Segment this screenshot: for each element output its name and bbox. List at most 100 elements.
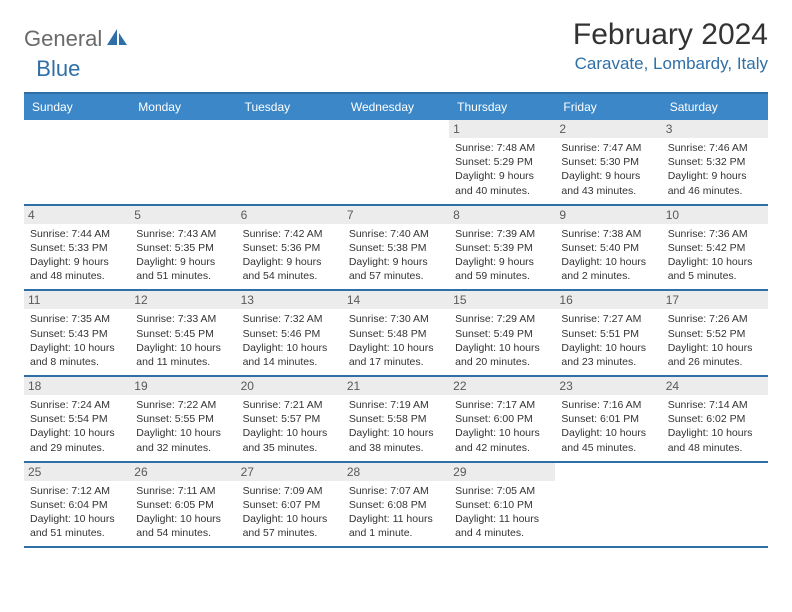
sail-icon	[106, 28, 128, 51]
day-number: 21	[343, 377, 449, 395]
day-number: 29	[449, 463, 555, 481]
day-cell: 24 Sunrise: 7:14 AMSunset: 6:02 PMDayligh…	[662, 377, 768, 461]
day-cell: 22 Sunrise: 7:17 AMSunset: 6:00 PMDayligh…	[449, 377, 555, 461]
day-cell: 8 Sunrise: 7:39 AMSunset: 5:39 PMDaylight…	[449, 206, 555, 290]
day-cell: 25 Sunrise: 7:12 AMSunset: 6:04 PMDayligh…	[24, 463, 130, 547]
day-number: 9	[555, 206, 661, 224]
day-number: 22	[449, 377, 555, 395]
day-number: 25	[24, 463, 130, 481]
day-number: 18	[24, 377, 130, 395]
title-block: February 2024 Caravate, Lombardy, Italy	[573, 18, 768, 74]
week-row: 1Sunrise: 7:48 AMSunset: 5:29 PMDaylight…	[24, 120, 768, 206]
day-info: Sunrise: 7:21 AMSunset: 5:57 PMDaylight:…	[243, 398, 337, 455]
logo-text-2: Blue	[36, 56, 80, 82]
day-cell: 4Sunrise: 7:44 AMSunset: 5:33 PMDaylight…	[24, 206, 130, 290]
day-number: 23	[555, 377, 661, 395]
day-cell: 14 Sunrise: 7:30 AMSunset: 5:48 PMDayligh…	[343, 291, 449, 375]
day-info: Sunrise: 7:19 AMSunset: 5:58 PMDaylight:…	[349, 398, 443, 455]
dayname-monday: Monday	[130, 94, 236, 120]
empty-cell	[130, 120, 236, 204]
dayname-wednesday: Wednesday	[343, 94, 449, 120]
day-info: Sunrise: 7:14 AMSunset: 6:02 PMDaylight:…	[668, 398, 762, 455]
day-cell: 17Sunrise: 7:26 AMSunset: 5:52 PMDayligh…	[662, 291, 768, 375]
day-info: Sunrise: 7:30 AMSunset: 5:48 PMDaylight:…	[349, 312, 443, 369]
day-info: Sunrise: 7:12 AMSunset: 6:04 PMDaylight:…	[30, 484, 124, 541]
day-info: Sunrise: 7:09 AMSunset: 6:07 PMDaylight:…	[243, 484, 337, 541]
day-cell: 29 Sunrise: 7:05 AMSunset: 6:10 PMDayligh…	[449, 463, 555, 547]
day-cell: 1Sunrise: 7:48 AMSunset: 5:29 PMDaylight…	[449, 120, 555, 204]
day-info: Sunrise: 7:27 AMSunset: 5:51 PMDaylight:…	[561, 312, 655, 369]
empty-cell	[662, 463, 768, 547]
day-info: Sunrise: 7:35 AMSunset: 5:43 PMDaylight:…	[30, 312, 124, 369]
day-number: 13	[237, 291, 343, 309]
day-number: 12	[130, 291, 236, 309]
day-cell: 2 Sunrise: 7:47 AMSunset: 5:30 PMDaylight…	[555, 120, 661, 204]
day-info: Sunrise: 7:39 AMSunset: 5:39 PMDaylight:…	[455, 227, 549, 284]
week-row: 25 Sunrise: 7:12 AMSunset: 6:04 PMDayligh…	[24, 463, 768, 549]
day-cell: 20 Sunrise: 7:21 AMSunset: 5:57 PMDayligh…	[237, 377, 343, 461]
empty-cell	[555, 463, 661, 547]
day-number: 10	[662, 206, 768, 224]
day-number: 14	[343, 291, 449, 309]
day-number: 6	[237, 206, 343, 224]
day-info: Sunrise: 7:17 AMSunset: 6:00 PMDaylight:…	[455, 398, 549, 455]
day-info: Sunrise: 7:11 AMSunset: 6:05 PMDaylight:…	[136, 484, 230, 541]
day-info: Sunrise: 7:48 AMSunset: 5:29 PMDaylight:…	[455, 141, 549, 198]
dayname-thursday: Thursday	[449, 94, 555, 120]
month-title: February 2024	[573, 18, 768, 52]
day-number: 26	[130, 463, 236, 481]
day-info: Sunrise: 7:32 AMSunset: 5:46 PMDaylight:…	[243, 312, 337, 369]
empty-cell	[343, 120, 449, 204]
day-info: Sunrise: 7:22 AMSunset: 5:55 PMDaylight:…	[136, 398, 230, 455]
empty-cell	[24, 120, 130, 204]
day-info: Sunrise: 7:05 AMSunset: 6:10 PMDaylight:…	[455, 484, 549, 541]
day-info: Sunrise: 7:47 AMSunset: 5:30 PMDaylight:…	[561, 141, 655, 198]
dayname-sunday: Sunday	[24, 94, 130, 120]
day-number: 20	[237, 377, 343, 395]
day-cell: 9 Sunrise: 7:38 AMSunset: 5:40 PMDaylight…	[555, 206, 661, 290]
day-cell: 3 Sunrise: 7:46 AMSunset: 5:32 PMDaylight…	[662, 120, 768, 204]
empty-cell	[237, 120, 343, 204]
day-number: 24	[662, 377, 768, 395]
day-cell: 28 Sunrise: 7:07 AMSunset: 6:08 PMDayligh…	[343, 463, 449, 547]
day-cell: 27 Sunrise: 7:09 AMSunset: 6:07 PMDayligh…	[237, 463, 343, 547]
calendar-body: 1Sunrise: 7:48 AMSunset: 5:29 PMDaylight…	[24, 120, 768, 548]
day-number: 5	[130, 206, 236, 224]
day-info: Sunrise: 7:07 AMSunset: 6:08 PMDaylight:…	[349, 484, 443, 541]
day-number: 17	[662, 291, 768, 309]
day-info: Sunrise: 7:33 AMSunset: 5:45 PMDaylight:…	[136, 312, 230, 369]
day-number: 7	[343, 206, 449, 224]
day-number: 28	[343, 463, 449, 481]
day-cell: 7Sunrise: 7:40 AMSunset: 5:38 PMDaylight…	[343, 206, 449, 290]
logo: General	[24, 18, 130, 52]
day-number: 8	[449, 206, 555, 224]
day-number: 16	[555, 291, 661, 309]
day-cell: 5 Sunrise: 7:43 AMSunset: 5:35 PMDaylight…	[130, 206, 236, 290]
calendar-header-row: SundayMondayTuesdayWednesdayThursdayFrid…	[24, 94, 768, 120]
day-info: Sunrise: 7:43 AMSunset: 5:35 PMDaylight:…	[136, 227, 230, 284]
day-cell: 12 Sunrise: 7:33 AMSunset: 5:45 PMDayligh…	[130, 291, 236, 375]
day-number: 15	[449, 291, 555, 309]
week-row: 18Sunrise: 7:24 AMSunset: 5:54 PMDayligh…	[24, 377, 768, 463]
dayname-saturday: Saturday	[662, 94, 768, 120]
day-number: 19	[130, 377, 236, 395]
day-cell: 6Sunrise: 7:42 AMSunset: 5:36 PMDaylight…	[237, 206, 343, 290]
day-info: Sunrise: 7:16 AMSunset: 6:01 PMDaylight:…	[561, 398, 655, 455]
day-info: Sunrise: 7:38 AMSunset: 5:40 PMDaylight:…	[561, 227, 655, 284]
day-cell: 11 Sunrise: 7:35 AMSunset: 5:43 PMDayligh…	[24, 291, 130, 375]
day-cell: 13 Sunrise: 7:32 AMSunset: 5:46 PMDayligh…	[237, 291, 343, 375]
day-cell: 10Sunrise: 7:36 AMSunset: 5:42 PMDayligh…	[662, 206, 768, 290]
day-cell: 26 Sunrise: 7:11 AMSunset: 6:05 PMDayligh…	[130, 463, 236, 547]
day-info: Sunrise: 7:46 AMSunset: 5:32 PMDaylight:…	[668, 141, 762, 198]
day-number: 11	[24, 291, 130, 309]
logo-text-1: General	[24, 26, 102, 52]
week-row: 4Sunrise: 7:44 AMSunset: 5:33 PMDaylight…	[24, 206, 768, 292]
week-row: 11 Sunrise: 7:35 AMSunset: 5:43 PMDayligh…	[24, 291, 768, 377]
day-number: 2	[555, 120, 661, 138]
day-cell: 21 Sunrise: 7:19 AMSunset: 5:58 PMDayligh…	[343, 377, 449, 461]
day-number: 27	[237, 463, 343, 481]
dayname-friday: Friday	[555, 94, 661, 120]
day-cell: 15Sunrise: 7:29 AMSunset: 5:49 PMDayligh…	[449, 291, 555, 375]
day-cell: 23 Sunrise: 7:16 AMSunset: 6:01 PMDayligh…	[555, 377, 661, 461]
day-number: 3	[662, 120, 768, 138]
